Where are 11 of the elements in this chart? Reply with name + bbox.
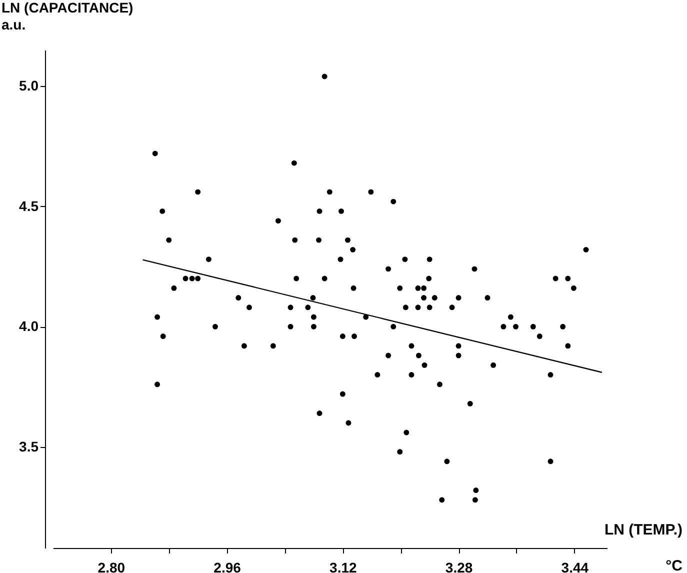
text: LN (TEMP.) °C — [604, 522, 682, 573]
x-tick-label: 3.12 — [330, 560, 358, 573]
y-axis-title: LN (CAPACITANCE) a.u. — [2, 0, 134, 32]
y-tick-label: 3.5 — [19, 438, 39, 454]
x-tick-label: 2.96 — [214, 560, 242, 573]
y-tick-label: 4.5 — [19, 198, 39, 214]
x-tick-label: 3.44 — [561, 560, 589, 573]
y-tick-label: 4.0 — [19, 318, 39, 334]
x-tick-label: 3.28 — [445, 560, 473, 573]
y-tick-label: 5.0 — [19, 78, 39, 94]
x-tick-label: 2.80 — [98, 560, 126, 573]
